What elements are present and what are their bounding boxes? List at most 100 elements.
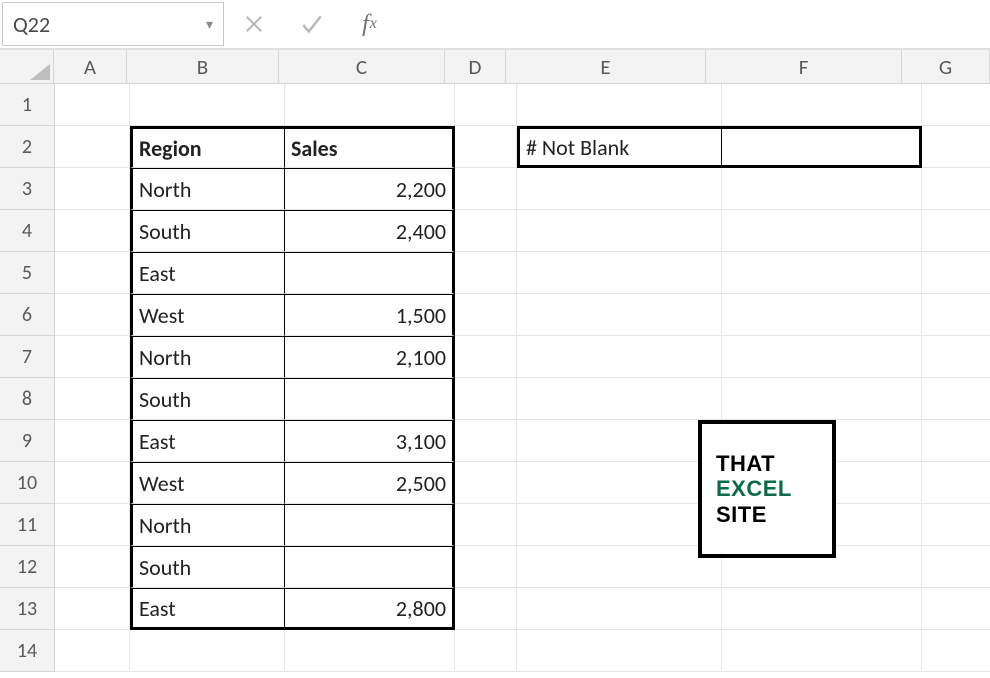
cell-D2[interactable]: [455, 126, 517, 168]
cell-G2[interactable]: [922, 126, 990, 168]
cell-A10[interactable]: [55, 462, 130, 504]
col-header-e[interactable]: E: [506, 50, 707, 84]
cell-B2[interactable]: Region: [130, 126, 285, 168]
cell-E4[interactable]: [517, 210, 722, 252]
cell-B10[interactable]: West: [130, 462, 285, 504]
cell-E8[interactable]: [517, 378, 722, 420]
cell-F5[interactable]: [722, 252, 922, 294]
cell-D13[interactable]: [455, 588, 517, 630]
cell-D4[interactable]: [455, 210, 517, 252]
row-header-14[interactable]: 14: [0, 630, 55, 672]
cell-C5[interactable]: [285, 252, 455, 294]
cell-D10[interactable]: [455, 462, 517, 504]
cell-E6[interactable]: [517, 294, 722, 336]
cell-B9[interactable]: East: [130, 420, 285, 462]
cell-F13[interactable]: [722, 588, 922, 630]
cell-D8[interactable]: [455, 378, 517, 420]
row-header-6[interactable]: 6: [0, 294, 55, 336]
cell-E3[interactable]: [517, 168, 722, 210]
cell-G5[interactable]: [922, 252, 990, 294]
cell-D12[interactable]: [455, 546, 517, 588]
col-header-d[interactable]: D: [445, 50, 506, 84]
select-all-corner[interactable]: [0, 50, 54, 84]
row-header-9[interactable]: 9: [0, 420, 55, 462]
cell-C6[interactable]: 1,500: [285, 294, 455, 336]
cell-E13[interactable]: [517, 588, 722, 630]
cell-E10[interactable]: [517, 462, 722, 504]
row-header-11[interactable]: 11: [0, 504, 55, 546]
col-header-c[interactable]: C: [279, 50, 445, 84]
cell-D3[interactable]: [455, 168, 517, 210]
cell-F3[interactable]: [722, 168, 922, 210]
row-header-13[interactable]: 13: [0, 588, 55, 630]
cell-D5[interactable]: [455, 252, 517, 294]
cell-F14[interactable]: [722, 630, 922, 672]
cell-F6[interactable]: [722, 294, 922, 336]
cell-B7[interactable]: North: [130, 336, 285, 378]
cell-B6[interactable]: West: [130, 294, 285, 336]
cell-C11[interactable]: [285, 504, 455, 546]
formula-input[interactable]: [400, 2, 986, 46]
cell-C2[interactable]: Sales: [285, 126, 455, 168]
cell-C8[interactable]: [285, 378, 455, 420]
cell-E12[interactable]: [517, 546, 722, 588]
cell-A11[interactable]: [55, 504, 130, 546]
row-header-4[interactable]: 4: [0, 210, 55, 252]
cell-B11[interactable]: North: [130, 504, 285, 546]
cell-G12[interactable]: [922, 546, 990, 588]
cell-A7[interactable]: [55, 336, 130, 378]
row-header-1[interactable]: 1: [0, 84, 55, 126]
enter-icon[interactable]: [292, 4, 332, 44]
cell-F8[interactable]: [722, 378, 922, 420]
cell-G4[interactable]: [922, 210, 990, 252]
cell-B12[interactable]: South: [130, 546, 285, 588]
cell-E11[interactable]: [517, 504, 722, 546]
cell-A1[interactable]: [55, 84, 130, 126]
cell-F2[interactable]: [722, 126, 922, 168]
cell-C1[interactable]: [285, 84, 455, 126]
cell-A5[interactable]: [55, 252, 130, 294]
cell-C14[interactable]: [285, 630, 455, 672]
cell-E5[interactable]: [517, 252, 722, 294]
cell-D11[interactable]: [455, 504, 517, 546]
row-header-8[interactable]: 8: [0, 378, 55, 420]
cell-C13[interactable]: 2,800: [285, 588, 455, 630]
cell-E1[interactable]: [517, 84, 722, 126]
cell-G7[interactable]: [922, 336, 990, 378]
cell-G14[interactable]: [922, 630, 990, 672]
cell-G11[interactable]: [922, 504, 990, 546]
cell-C4[interactable]: 2,400: [285, 210, 455, 252]
cell-C10[interactable]: 2,500: [285, 462, 455, 504]
cell-G10[interactable]: [922, 462, 990, 504]
cell-D14[interactable]: [455, 630, 517, 672]
row-header-5[interactable]: 5: [0, 252, 55, 294]
cell-A13[interactable]: [55, 588, 130, 630]
cell-E2[interactable]: # Not Blank: [517, 126, 722, 168]
cell-C7[interactable]: 2,100: [285, 336, 455, 378]
cell-A6[interactable]: [55, 294, 130, 336]
cell-F1[interactable]: [722, 84, 922, 126]
cell-G6[interactable]: [922, 294, 990, 336]
row-header-2[interactable]: 2: [0, 126, 55, 168]
col-header-b[interactable]: B: [127, 50, 279, 84]
cell-F4[interactable]: [722, 210, 922, 252]
name-box[interactable]: Q22 ▾: [2, 2, 224, 46]
cancel-icon[interactable]: [234, 4, 274, 44]
fx-icon[interactable]: fx: [350, 4, 390, 44]
row-header-12[interactable]: 12: [0, 546, 55, 588]
cell-D7[interactable]: [455, 336, 517, 378]
col-header-f[interactable]: F: [706, 50, 902, 84]
cell-D9[interactable]: [455, 420, 517, 462]
row-header-3[interactable]: 3: [0, 168, 55, 210]
cell-D6[interactable]: [455, 294, 517, 336]
cell-G8[interactable]: [922, 378, 990, 420]
col-header-g[interactable]: G: [902, 50, 990, 84]
cell-G1[interactable]: [922, 84, 990, 126]
chevron-down-icon[interactable]: ▾: [206, 16, 213, 33]
cell-B5[interactable]: East: [130, 252, 285, 294]
cell-C3[interactable]: 2,200: [285, 168, 455, 210]
cell-E14[interactable]: [517, 630, 722, 672]
cell-B3[interactable]: North: [130, 168, 285, 210]
cell-A4[interactable]: [55, 210, 130, 252]
cell-F7[interactable]: [722, 336, 922, 378]
